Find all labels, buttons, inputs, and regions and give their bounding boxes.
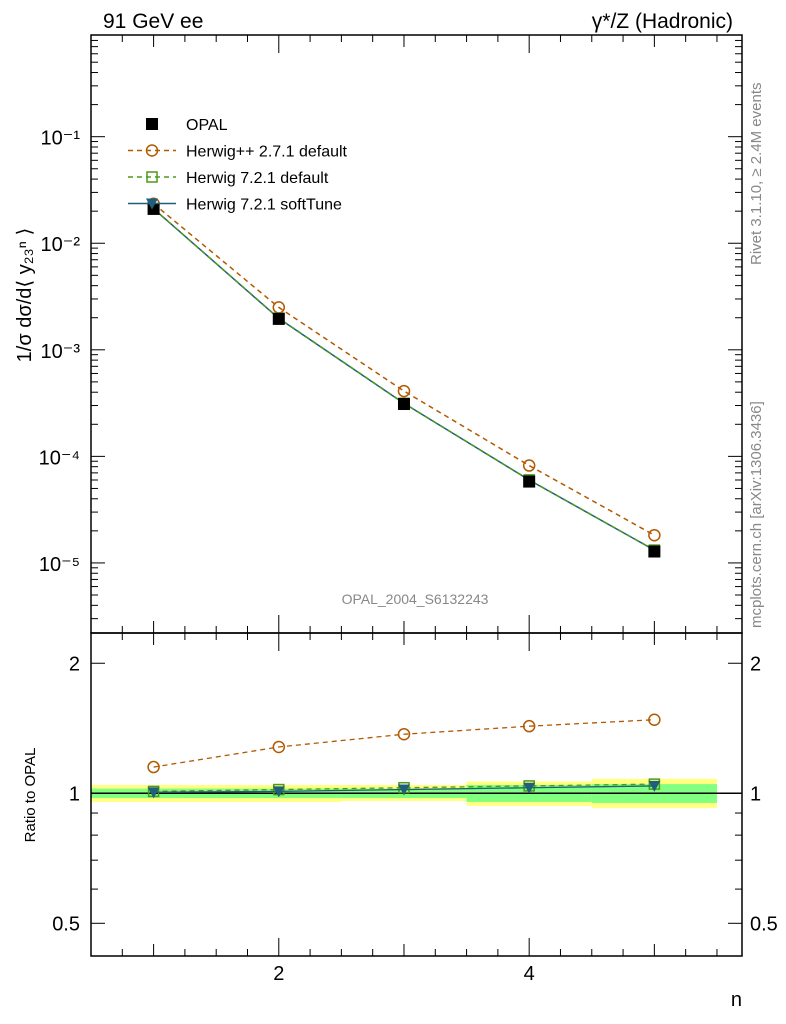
main-y-tick-label: 10⁻⁵	[39, 554, 80, 576]
main-point	[648, 528, 661, 542]
main-series-group	[147, 197, 661, 558]
legend-marker	[146, 118, 158, 130]
ratio-xlabel: n	[731, 989, 742, 1011]
tick-labels: 10⁻¹ 10⁻² 10⁻³ 10⁻⁴ 10⁻⁵ 0.5 0.5 1 1 2 2 2 4	[39, 128, 778, 985]
ratio-point	[272, 786, 285, 798]
ratio-x-tick-label: 2	[273, 963, 284, 985]
legend-label: Herwig 7.2.1 default	[186, 170, 329, 187]
ratio-point	[522, 719, 536, 733]
legend-marker	[146, 171, 158, 183]
ratio-point	[147, 787, 160, 799]
ratio-y-tick-label-right: 0.5	[750, 913, 778, 935]
ratio-point	[272, 740, 286, 754]
ratio-point	[147, 760, 160, 774]
right-title: γ*/Z (Hadronic)	[592, 10, 733, 33]
ratio-point	[397, 784, 410, 796]
ratio-y-tick-label-right: 2	[750, 653, 761, 675]
main-ylabel: 1/σ dσ/d⟨ y₂₃ⁿ ⟩	[14, 228, 36, 363]
ratio-plot-frame	[90, 632, 743, 957]
ratio-uncertainty-bands	[91, 778, 742, 808]
ratio-point	[523, 782, 536, 794]
ratio-series-line	[153, 719, 655, 768]
legend: OPAL Herwig++ 2.7.1 default Herwig 7.2.1 d…	[128, 117, 348, 214]
ratio-y-tick-label: 0.5	[52, 913, 80, 935]
main-y-tick-label: 10⁻³	[41, 341, 81, 363]
legend-label: Herwig++ 2.7.1 default	[186, 144, 348, 161]
main-y-tick-label: 10⁻²	[41, 234, 81, 256]
mcplots-label: mcplots.cern.ch [arXiv:1306.3436]	[748, 401, 765, 628]
legend-marker	[146, 198, 158, 210]
analysis-watermark: OPAL_2004_S6132243	[342, 591, 489, 607]
ratio-y-tick-label: 2	[69, 653, 80, 675]
legend-marker	[145, 144, 159, 157]
ratio-series-line	[153, 783, 655, 793]
main-series-line	[153, 203, 655, 536]
ratio-point	[397, 727, 411, 741]
ratio-x-tick-label: 4	[524, 963, 535, 985]
main-series-line	[153, 208, 655, 551]
main-point	[397, 384, 411, 398]
ratio-y-tick-label-right: 1	[750, 783, 761, 805]
rivet-label: Rivet 3.1.10, ≥ 2.4M events	[748, 83, 765, 266]
main-point	[523, 475, 536, 488]
legend-label: Herwig 7.2.1 softTune	[186, 197, 342, 214]
main-point	[397, 398, 410, 411]
main-point	[648, 545, 661, 558]
main-series-line	[153, 208, 655, 551]
main-point	[522, 459, 536, 472]
main-y-tick-label: 10⁻⁴	[39, 447, 80, 469]
ratio-series-group	[147, 713, 661, 799]
left-title: 91 GeV ee	[103, 10, 203, 33]
ratio-ylabel: Ratio to OPAL	[22, 748, 39, 843]
legend-label: OPAL	[186, 117, 228, 134]
main-y-tick-label: 10⁻¹	[41, 128, 81, 150]
ratio-point	[648, 780, 661, 792]
ratio-y-tick-label: 1	[69, 783, 80, 805]
main-point	[272, 312, 285, 325]
ratio-point	[648, 713, 661, 726]
